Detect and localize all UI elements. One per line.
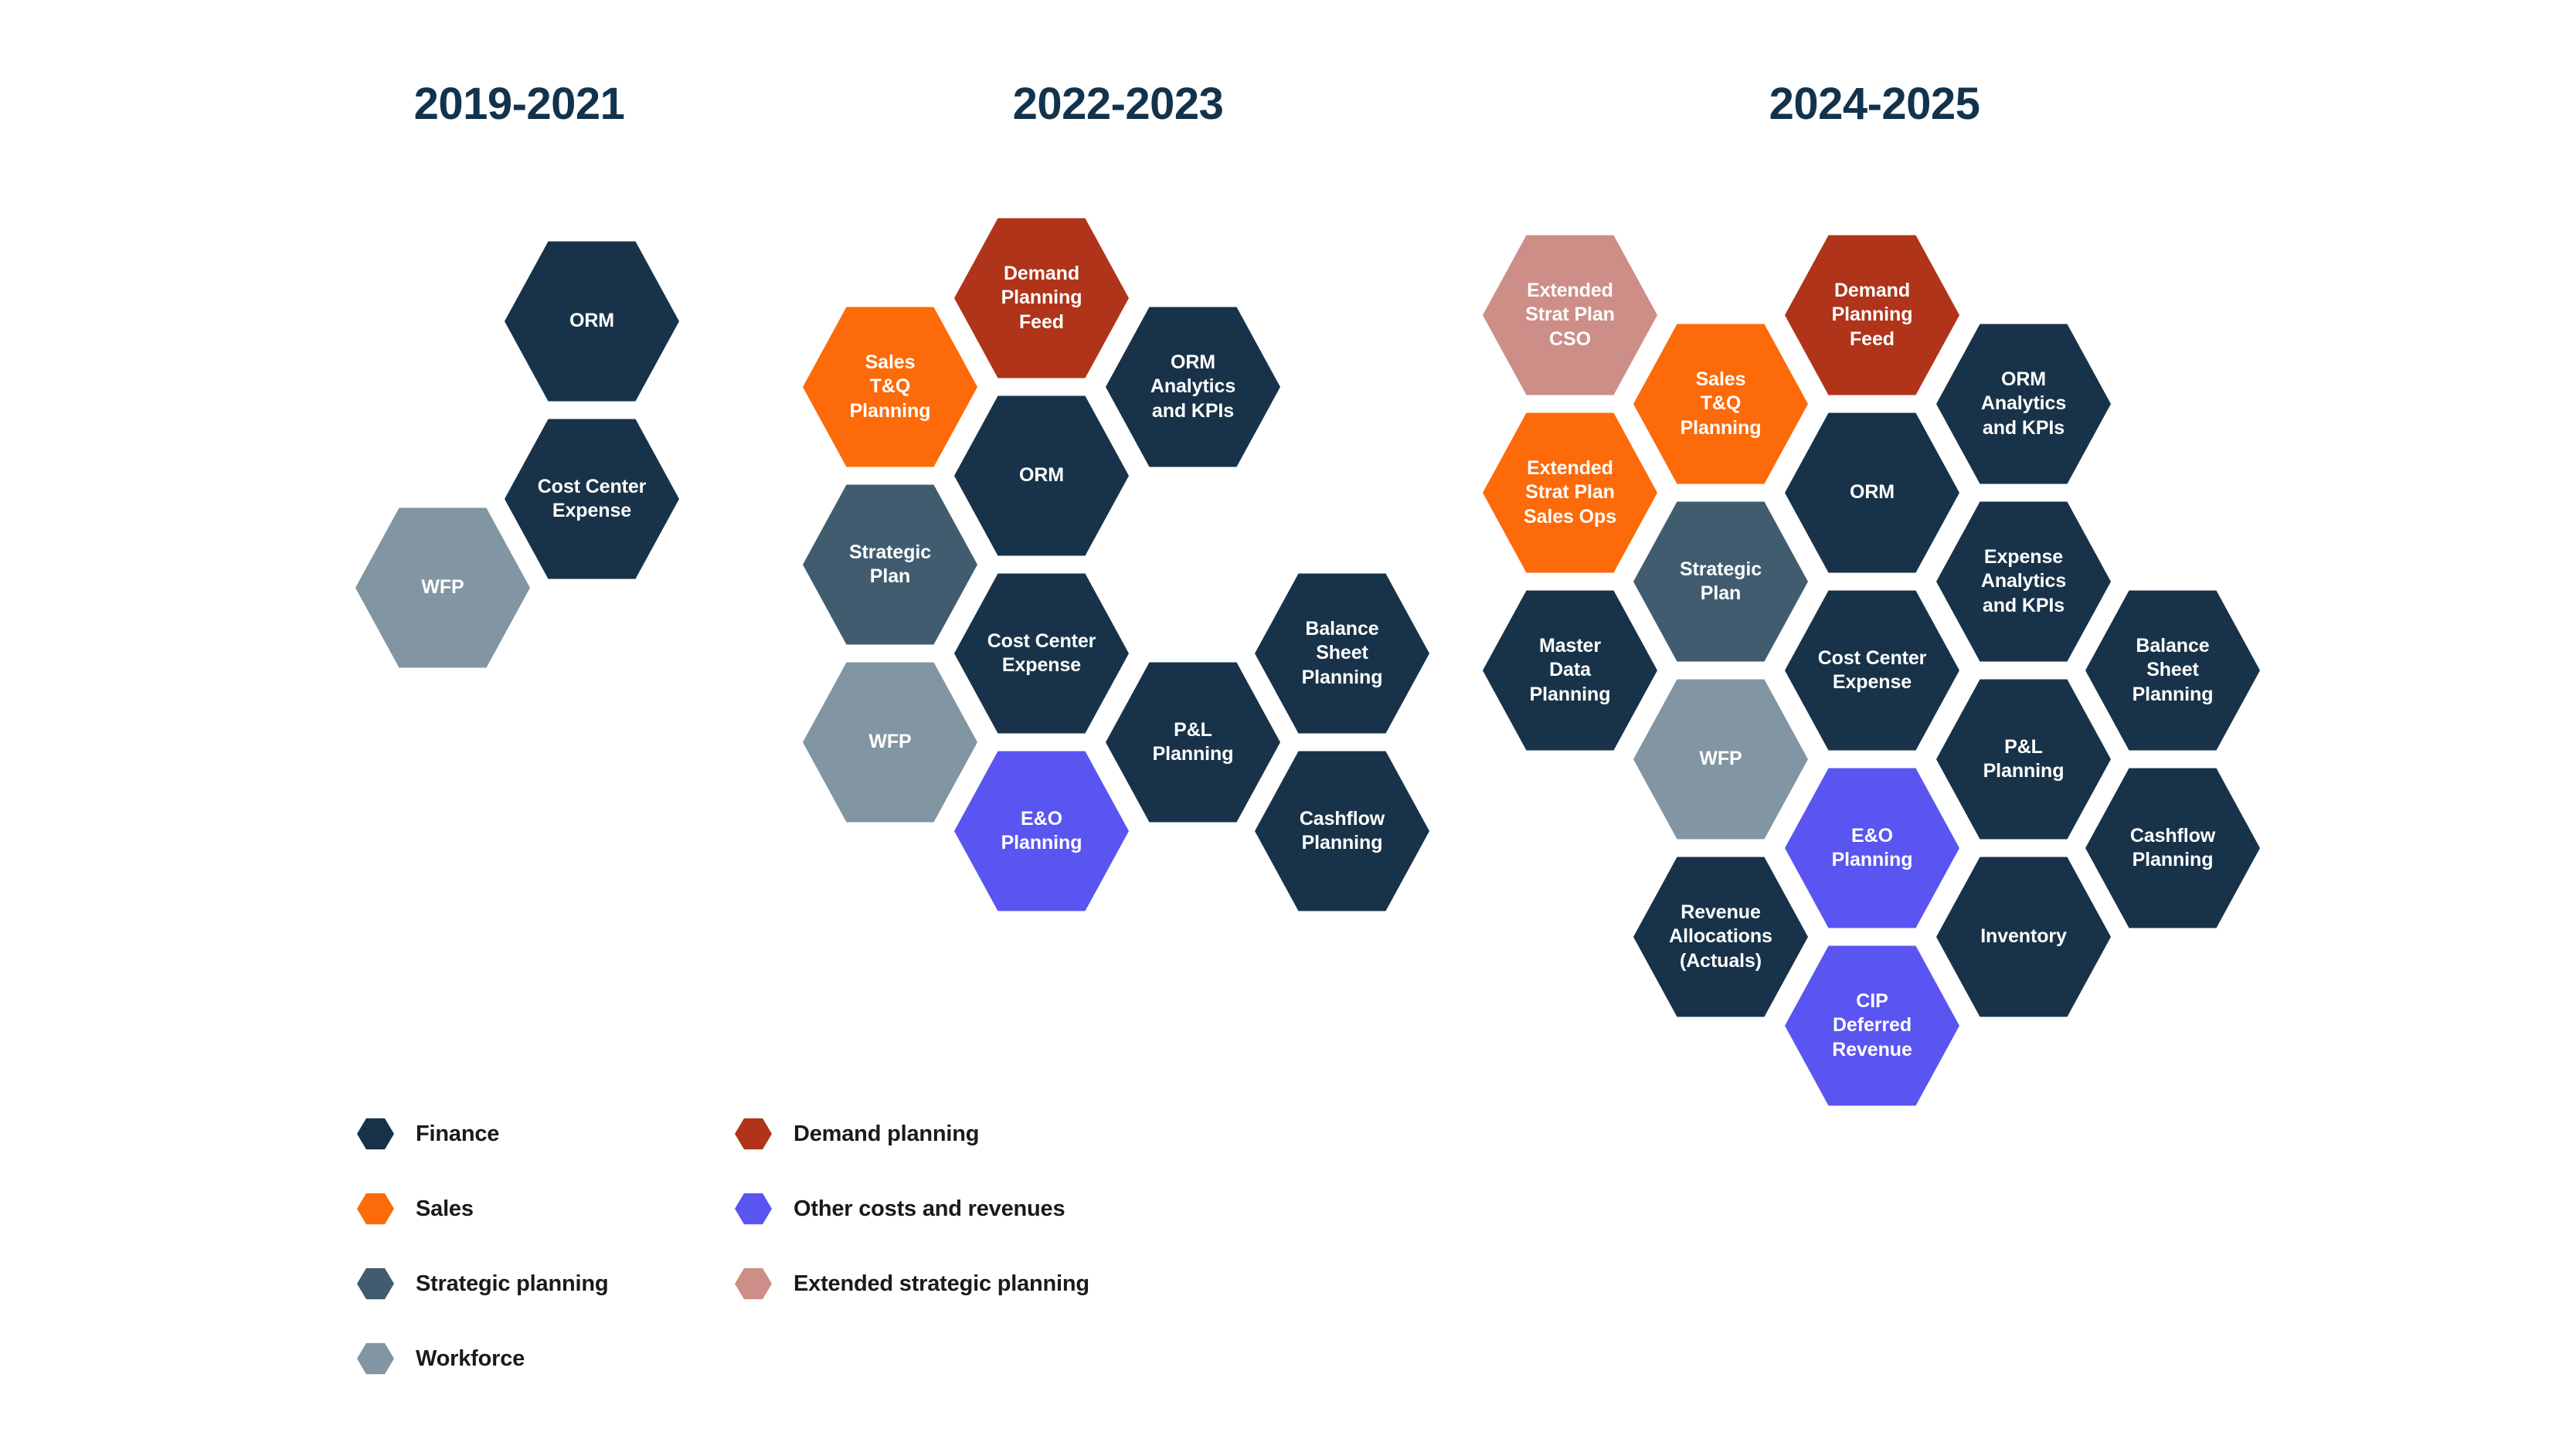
hex-label: Cashflow Planning [1299,807,1385,854]
legend-label: Sales [416,1196,474,1221]
legend-swatch-hexagon-icon [357,1342,394,1375]
hex-tile[interactable]: ORM Analytics and KPIs [1106,307,1280,467]
legend-swatch-hexagon-icon [735,1118,772,1150]
hex-tile[interactable]: Revenue Allocations (Actuals) [1633,857,1808,1017]
hex-tile[interactable]: E&O Planning [954,751,1129,911]
hex-tile[interactable]: Expense Analytics and KPIs [1936,501,2111,662]
hex-tile[interactable]: Cost Center Expense [954,573,1129,734]
group-title-group-2019-2021: 2019-2021 [413,79,625,129]
group-title-group-2024-2025: 2024-2025 [1769,79,1980,129]
group-title-group-2022-2023: 2022-2023 [1012,79,1224,129]
hex-tile[interactable]: ORM [505,241,679,402]
hex-tile[interactable]: Sales T&Q Planning [1633,324,1808,484]
hex-label: P&L Planning [1983,735,2065,782]
hex-label: ORM [1849,481,1895,504]
hex-label: Cashflow Planning [2129,824,2216,871]
hex-label: Master Data Planning [1529,634,1611,705]
hex-label: E&O Planning [1831,824,1913,871]
hex-label: Demand Planning Feed [1831,279,1913,350]
hex-label: Strategic Plan [848,541,932,588]
hex-tile[interactable]: Master Data Planning [1483,590,1657,751]
legend-item[interactable]: Strategic planning [357,1267,609,1300]
hex-label: WFP [1699,748,1742,770]
hex-tile[interactable]: ORM [954,395,1129,556]
legend-swatch-hexagon-icon [735,1267,772,1300]
hex-tile[interactable]: ORM [1785,412,1959,573]
hex-tile[interactable]: Inventory [1936,857,2111,1017]
hex-label: ORM Analytics and KPIs [1150,351,1236,422]
hex-label: Cost Center Expense [1817,646,1927,694]
hex-tile[interactable]: E&O Planning [1785,768,1959,928]
hex-label: Sales T&Q Planning [849,351,931,422]
hex-tile[interactable]: Demand Planning Feed [1785,235,1959,395]
hex-label: ORM Analytics and KPIs [1980,368,2067,439]
hex-label: CIP Deferred Revenue [1832,989,1912,1060]
hex-label: Balance Sheet Planning [1301,617,1383,688]
legend-label: Other costs and revenues [794,1196,1065,1221]
hex-tile[interactable]: WFP [355,507,530,668]
legend-item[interactable]: Other costs and revenues [735,1193,1065,1225]
hex-label: Demand Planning Feed [1001,262,1082,333]
hex-tile[interactable]: Strategic Plan [1633,501,1808,662]
legend-label: Finance [416,1121,500,1146]
hex-tile[interactable]: Cashflow Planning [1255,751,1429,911]
legend-swatch-hexagon-icon [357,1118,394,1150]
hex-tile[interactable]: Extended Strat Plan CSO [1483,235,1657,395]
hex-label: Revenue Allocations (Actuals) [1669,901,1772,972]
hex-tile[interactable]: P&L Planning [1936,679,2111,840]
legend-swatch-hexagon-icon [357,1193,394,1225]
hex-label: Cost Center Expense [537,475,647,522]
hex-tile[interactable]: Cashflow Planning [2085,768,2260,928]
legend-swatch-hexagon-icon [735,1193,772,1225]
legend-item[interactable]: Demand planning [735,1118,979,1150]
hex-label: Balance Sheet Planning [2132,634,2214,705]
hex-tile[interactable]: Cost Center Expense [505,419,679,579]
hex-tile[interactable]: WFP [803,662,977,823]
hex-label: Extended Strat Plan Sales Ops [1524,456,1616,528]
legend-label: Strategic planning [416,1271,609,1296]
hex-label: E&O Planning [1001,807,1082,854]
legend-label: Demand planning [794,1121,980,1146]
hex-label: Expense Analytics and KPIs [1980,545,2067,616]
hex-label: WFP [421,576,464,599]
hex-tile[interactable]: Extended Strat Plan Sales Ops [1483,412,1657,573]
hex-label: Strategic Plan [1679,558,1762,605]
legend-label: Extended strategic planning [794,1271,1089,1296]
legend-item[interactable]: Finance [357,1118,499,1150]
hex-label: WFP [868,731,912,753]
hex-tile[interactable]: Demand Planning Feed [954,218,1129,378]
hex-label: Inventory [1980,925,2067,948]
hex-tile[interactable]: ORM Analytics and KPIs [1936,324,2111,484]
hex-tile[interactable]: Strategic Plan [803,484,977,645]
hex-label: P&L Planning [1152,718,1234,765]
legend-item[interactable]: Sales [357,1193,474,1225]
hex-label: ORM [569,310,615,332]
hex-label: Extended Strat Plan CSO [1525,279,1615,350]
hex-tile[interactable]: CIP Deferred Revenue [1785,945,1959,1106]
hex-tile[interactable]: WFP [1633,679,1808,840]
legend-swatch-hexagon-icon [357,1267,394,1300]
hex-tile[interactable]: Cost Center Expense [1785,590,1959,751]
legend-item[interactable]: Extended strategic planning [735,1267,1089,1300]
hex-label: ORM [1018,464,1065,487]
legend-label: Workforce [416,1346,525,1371]
legend-item[interactable]: Workforce [357,1342,525,1375]
hex-tile[interactable]: P&L Planning [1106,662,1280,823]
hex-tile[interactable]: Balance Sheet Planning [1255,573,1429,734]
hex-tile[interactable]: Sales T&Q Planning [803,307,977,467]
hex-label: Sales T&Q Planning [1680,368,1762,439]
hex-tile[interactable]: Balance Sheet Planning [2085,590,2260,751]
hex-label: Cost Center Expense [987,629,1096,677]
